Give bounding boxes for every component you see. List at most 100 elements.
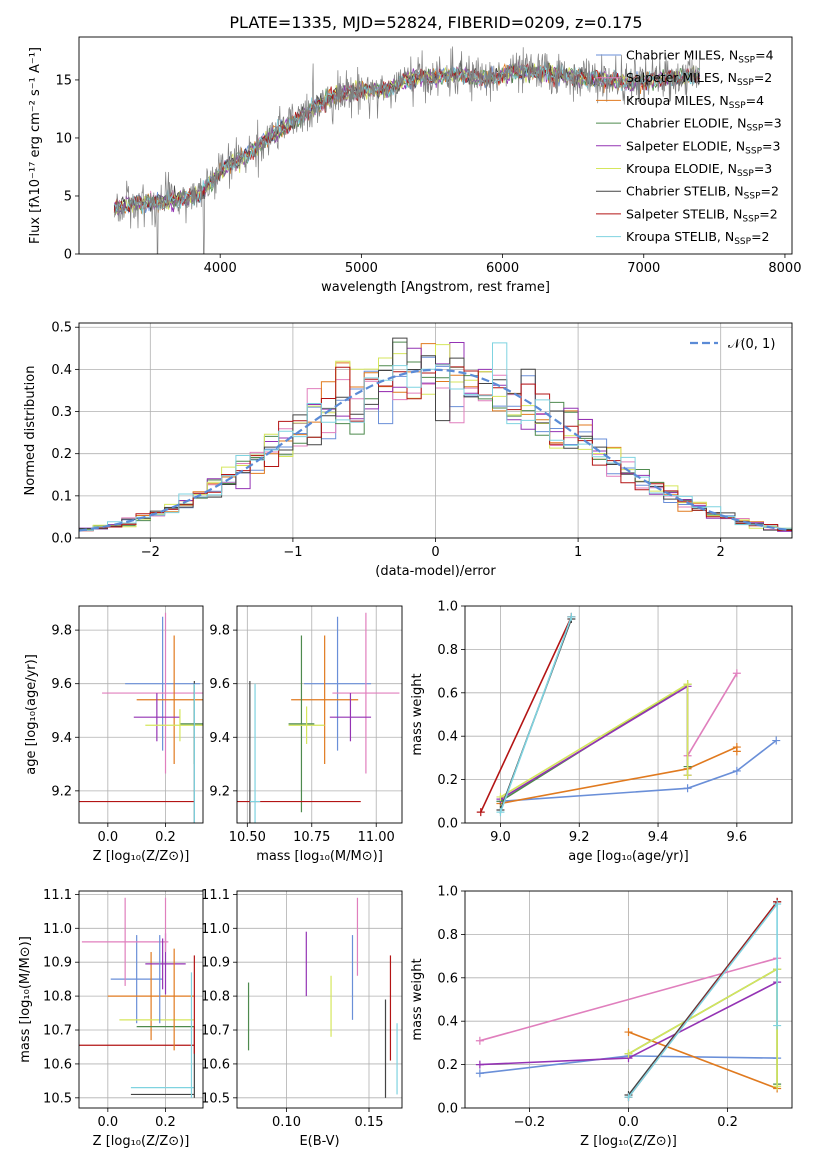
x-tick-label: 0 [431, 545, 439, 560]
y-tick-label: 10.9 [201, 956, 230, 971]
axes-frame [78, 605, 204, 824]
x-tick-label: 5000 [345, 261, 378, 276]
x-tick-label: 11.00 [358, 830, 395, 845]
axes-frame [464, 890, 793, 1109]
x-axis-label: age [log₁₀(age/yr)] [568, 849, 689, 864]
x-tick-label: −0.2 [514, 1115, 546, 1130]
y-tick-label: 1.0 [437, 600, 458, 615]
y-tick-label: 0.0 [437, 817, 458, 832]
histogram-chabrier_stelib [79, 337, 792, 531]
y-tick-label: 0.0 [437, 1102, 458, 1117]
x-axis-label: Z [log₁₀(Z/Z⊙)] [580, 1134, 677, 1149]
y-tick-label: 10.7 [201, 1024, 230, 1039]
y-axis-label: mass [log₁₀(M/M⊙)] [18, 936, 33, 1063]
weight-marker [624, 1049, 633, 1058]
legend-entry: Salpeter ELODIE, NSSP=3 [626, 138, 780, 156]
y-tick-label: 0.1 [51, 489, 72, 504]
y-tick-label: 15 [55, 73, 72, 88]
y-tick-label: 0.4 [51, 363, 72, 378]
plot-area-age_vs_Z [79, 606, 203, 823]
y-tick-label: 0.5 [51, 321, 72, 336]
weight-line-chabrier_miles [500, 739, 777, 803]
y-tick-label: 10.5 [43, 1091, 72, 1106]
x-axis-label: Z [log₁₀(Z/Z⊙)] [93, 849, 190, 864]
axes-age_vs_Z: 0.0 0.2 9.2 9.4 9.6 9.8 Z [log₁₀(Z/Z⊙)] age [lo… [24, 605, 204, 864]
x-tick-label: 0.10 [272, 1115, 301, 1130]
y-tick-label: 10.6 [43, 1057, 72, 1072]
axes-frame [78, 36, 793, 255]
weight-marker [475, 1069, 484, 1078]
axes-residuals: −2 −1 0 1 2 0.0 0.1 0.2 0.3 0.4 0.5 (data-model)/er… [23, 321, 793, 579]
x-axis-label: wavelength [Angstrom, rest frame] [321, 280, 550, 295]
weight-line-kroupa_elodie [500, 682, 689, 798]
x-tick-label: 1 [574, 545, 582, 560]
y-tick-label: 9.4 [209, 731, 230, 746]
y-tick-label: 0.2 [437, 1058, 458, 1073]
weight-marker [496, 808, 505, 817]
y-tick-label: 10 [55, 131, 72, 146]
x-axis-label: (data-model)/error [375, 564, 496, 579]
x-tick-label: 9.2 [569, 830, 590, 845]
legend-entry: Chabrier MILES, NSSP=4 [626, 48, 774, 66]
y-tick-label: 11.0 [43, 922, 72, 937]
legend-entry: Kroupa MILES, NSSP=4 [626, 93, 764, 111]
weight-marker [732, 747, 741, 756]
gaussian-curve [79, 368, 790, 532]
y-tick-label: 11.0 [201, 922, 230, 937]
y-axis-label: Normed distribution [23, 366, 38, 496]
y-tick-label: 0.4 [437, 730, 458, 745]
x-tick-label: −2 [141, 545, 160, 560]
y-tick-label: 10.8 [201, 990, 230, 1005]
weight-marker [475, 1060, 484, 1069]
y-tick-label: 10.7 [43, 1024, 72, 1039]
plot-area-spectrum [113, 46, 701, 254]
weight-marker [773, 1082, 782, 1091]
data-spectrum [113, 46, 701, 254]
y-axis-label: mass weight [410, 958, 425, 1040]
y-tick-label: 0.2 [51, 447, 72, 462]
model-spectrum-chabrier_elodie [113, 65, 701, 215]
x-tick-label: 0.2 [717, 1115, 738, 1130]
weight-line-salpeter_miles [479, 957, 778, 1042]
axes-frame [464, 605, 793, 824]
y-tick-label: 9.8 [51, 624, 72, 639]
weight-marker [732, 669, 741, 678]
axes-frame [236, 890, 403, 1109]
weight-marker [496, 792, 505, 801]
y-tick-label: 0.4 [437, 1015, 458, 1030]
weight-marker [683, 680, 692, 689]
x-tick-label: 0.15 [355, 1115, 384, 1130]
x-tick-label: 9.4 [648, 830, 669, 845]
weight-marker [476, 808, 485, 817]
x-tick-label: 0.2 [155, 1115, 176, 1130]
y-tick-label: 0 [64, 248, 72, 263]
legend-entry: 𝒩(0, 1) [728, 337, 775, 352]
axes-weight_vs_age: 9.0 9.2 9.4 9.6 0.0 0.2 0.4 0.6 0.8 1.0 age [log₁₀… [410, 600, 793, 864]
weight-marker [683, 771, 692, 780]
y-tick-label: 11.1 [43, 888, 72, 903]
axes-mass_vs_ebv: 0.10 0.15 10.5 10.6 10.7 10.8 10.9 11.0 11.1 E(B-… [201, 888, 403, 1149]
y-tick-label: 1.0 [437, 885, 458, 900]
weight-marker [773, 1021, 782, 1030]
legend-entry: Kroupa STELIB, NSSP=2 [626, 229, 770, 247]
x-tick-label: 0.0 [97, 1115, 118, 1130]
x-tick-label: 6000 [486, 261, 519, 276]
x-tick-label: 10.50 [229, 830, 266, 845]
y-tick-label: 0.8 [437, 928, 458, 943]
x-tick-label: −1 [283, 545, 302, 560]
x-tick-label: 2 [717, 545, 725, 560]
x-tick-label: 0.0 [97, 830, 118, 845]
weight-line-salpeter_elodie [500, 684, 689, 800]
y-tick-label: 0.8 [437, 643, 458, 658]
weight-line-kroupa_miles [628, 1031, 778, 1090]
x-axis-label: mass [log₁₀(M/M⊙)] [256, 849, 383, 864]
legend-entry: Chabrier ELODIE, NSSP=3 [626, 116, 782, 134]
y-tick-label: 0.6 [437, 686, 458, 701]
legend: Chabrier MILES, NSSP=4 Salpeter MILES, NS… [596, 48, 782, 247]
axes-age_vs_mass: 10.50 10.75 11.00 9.2 9.4 9.6 9.8 mass [log₁₀(M… [209, 605, 403, 864]
plot-area-weight_vs_Z [465, 891, 792, 1108]
weight-marker [773, 900, 782, 909]
weight-line-kroupa_stelib [499, 616, 573, 813]
axes-frame [236, 605, 403, 824]
